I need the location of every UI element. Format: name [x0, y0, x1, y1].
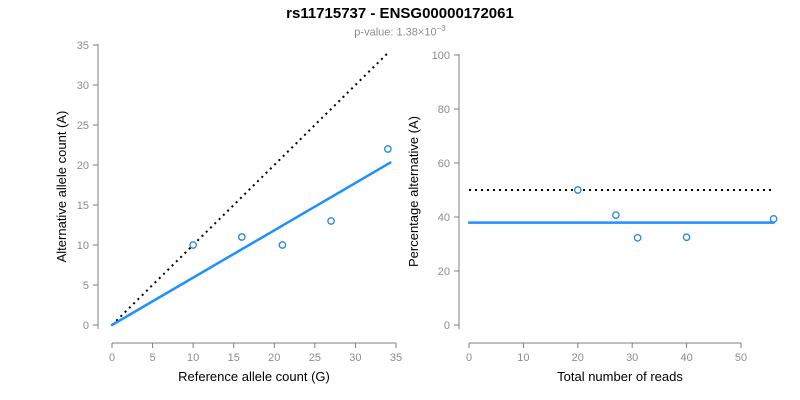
x-tick-label: 10	[187, 352, 199, 364]
y-tick-label: 80	[438, 104, 450, 116]
y-axis-title: Alternative allele count (A)	[54, 111, 69, 263]
y-axis-title: Percentage alternative (A)	[406, 116, 421, 267]
data-point	[633, 233, 642, 242]
y-tick-label: 20	[438, 266, 450, 278]
x-tick-label: 5	[150, 352, 156, 364]
y-tick-label: 5	[83, 280, 89, 292]
data-point	[612, 211, 620, 219]
x-tick-label: 0	[466, 352, 472, 364]
p-value-mantissa: p-value: 1.38×10	[354, 26, 437, 39]
y-tick-label: 0	[83, 320, 89, 332]
x-axis-title: Total number of reads	[557, 369, 683, 384]
y-tick-label: 0	[444, 320, 450, 332]
y-tick-label: 40	[438, 212, 450, 224]
x-tick-label: 30	[626, 352, 638, 364]
x-tick-label: 25	[309, 352, 321, 364]
y-tick-label: 25	[77, 120, 89, 132]
x-tick-label: 50	[735, 352, 747, 364]
y-tick-label: 20	[77, 160, 89, 172]
x-axis-title: Reference allele count (G)	[178, 369, 330, 384]
data-point	[237, 233, 246, 241]
x-tick-label: 35	[390, 352, 402, 364]
p-value-exponent: −3	[436, 24, 446, 33]
data-point	[573, 186, 582, 194]
data-point	[384, 145, 392, 153]
y-tick-label: 15	[77, 200, 89, 212]
x-tick-label: 20	[572, 352, 584, 364]
identity-line	[111, 50, 391, 326]
data-point	[278, 241, 287, 249]
data-point	[189, 241, 197, 249]
x-tick-label: 10	[517, 352, 529, 364]
x-tick-label: 40	[680, 352, 692, 364]
data-point	[682, 233, 691, 242]
x-tick-label: 15	[228, 352, 240, 364]
data-point	[327, 217, 335, 225]
y-tick-label: 100	[432, 50, 450, 62]
x-tick-label: 0	[109, 352, 115, 364]
x-tick-label: 20	[268, 352, 280, 364]
x-tick-label: 30	[349, 352, 361, 364]
chart-title: rs11715737 - ENSG00000172061	[286, 5, 514, 22]
y-tick-label: 30	[77, 80, 89, 92]
fit-line	[110, 161, 392, 327]
y-tick-label: 10	[77, 240, 89, 252]
y-tick-label: 60	[438, 158, 450, 170]
y-tick-label: 35	[77, 40, 89, 52]
data-point	[769, 215, 778, 223]
p-value-label: p-value: 1.38×10−3	[0, 24, 800, 39]
